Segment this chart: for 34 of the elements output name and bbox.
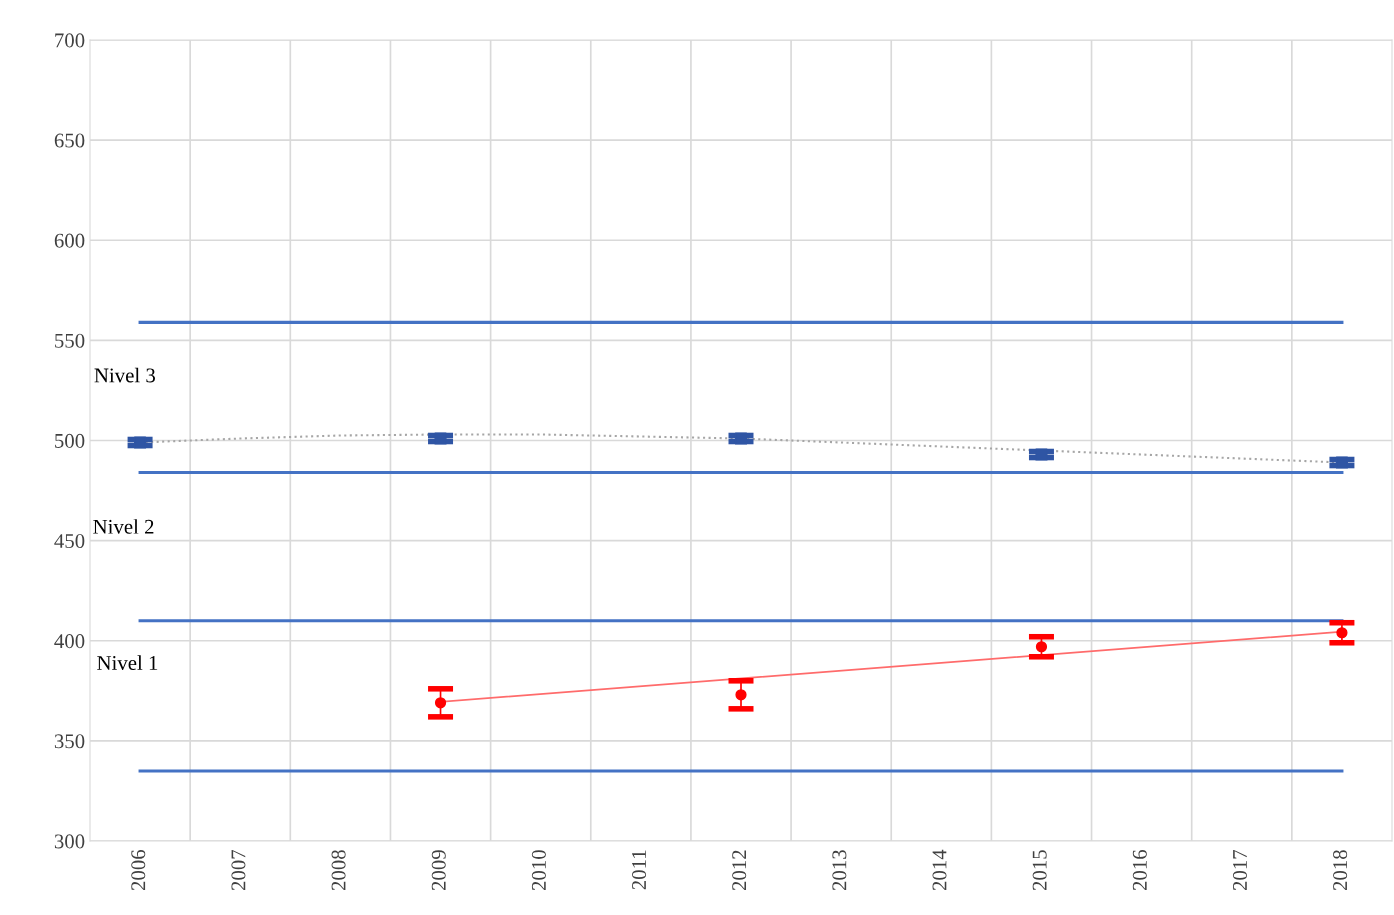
point (1336, 627, 1348, 639)
x-tick-label: 2006 (131, 849, 146, 891)
x-tick-label: 2010 (531, 850, 546, 891)
y-tick-label: 300 (54, 834, 85, 849)
point (1035, 448, 1048, 461)
x-tick-label: 2011 (632, 850, 647, 890)
x-tick-label: 2007 (231, 849, 246, 891)
point (434, 697, 447, 709)
annotation: Nivel 2 (93, 519, 154, 534)
y-tick-label: 450 (54, 534, 85, 549)
point (735, 689, 747, 701)
x-tick-label: 2015 (1032, 850, 1047, 891)
x-tick-label: 2017 (1232, 849, 1247, 891)
x-tick-label: 2018 (1333, 850, 1348, 891)
x-tick-label: 2012 (732, 850, 747, 891)
x-tick-label: 2016 (1132, 849, 1147, 891)
x-tick-label: 2009 (431, 850, 446, 891)
point (134, 436, 147, 449)
annotation: Nivel 3 (94, 367, 155, 383)
point (1035, 641, 1048, 653)
x-tick-label: 2014 (932, 849, 947, 891)
point (1335, 456, 1348, 469)
y-tick-label: 500 (55, 433, 85, 448)
y-tick-label: 700 (55, 33, 85, 48)
point (734, 432, 748, 445)
x-tick-label: 2013 (832, 850, 847, 891)
y-tick-label: 400 (54, 634, 85, 649)
y-tick-label: 550 (55, 333, 85, 348)
annotation: Nivel 1 (97, 655, 158, 670)
y-tick-label: 650 (54, 133, 85, 148)
x-tick-label: 2008 (331, 850, 346, 891)
y-tick-label: 600 (54, 233, 85, 248)
point (434, 432, 447, 445)
y-tick-label: 350 (54, 734, 85, 749)
